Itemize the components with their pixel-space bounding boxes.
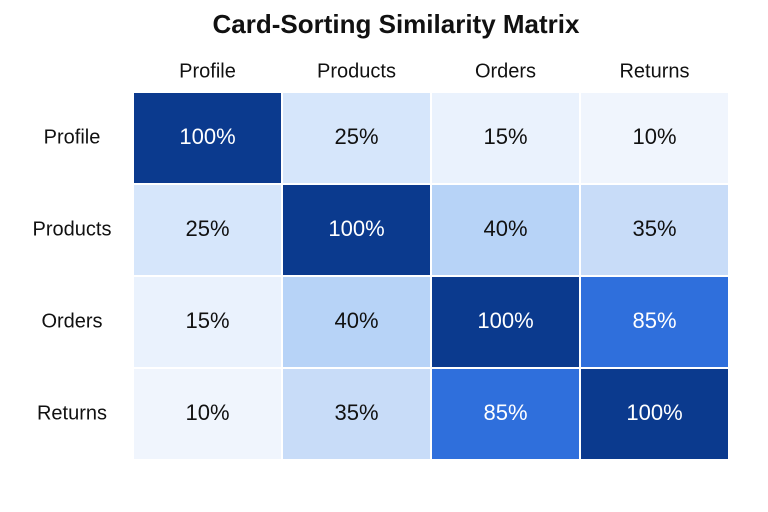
cell-label: 10%: [632, 124, 676, 149]
row-header: Orders: [41, 310, 102, 332]
heatmap-cell: [432, 93, 579, 183]
cell-label: 15%: [185, 308, 229, 333]
heatmap-cell: [432, 185, 579, 275]
chart-title: Card-Sorting Similarity Matrix: [213, 9, 580, 39]
heatmap-cell: [134, 277, 281, 367]
cell-label: 100%: [626, 400, 682, 425]
heatmap-cell: [283, 277, 430, 367]
cell-label: 100%: [477, 308, 533, 333]
heatmap-cell: [134, 93, 281, 183]
cell-label: 25%: [334, 124, 378, 149]
cell-label: 25%: [185, 216, 229, 241]
row-header: Returns: [37, 402, 107, 424]
heatmap-cell: [134, 369, 281, 459]
column-header: Returns: [619, 60, 689, 82]
cell-label: 40%: [483, 216, 527, 241]
heatmap-cell: [581, 93, 728, 183]
heatmap-cell: [432, 277, 579, 367]
heatmap-cell: [283, 93, 430, 183]
cell-label: 40%: [334, 308, 378, 333]
cell-label: 15%: [483, 124, 527, 149]
column-header: Orders: [475, 60, 536, 82]
row-header: Products: [33, 218, 112, 240]
row-header: Profile: [44, 126, 101, 148]
heatmap-cell: [581, 369, 728, 459]
column-header: Profile: [179, 60, 236, 82]
cell-label: 35%: [632, 216, 676, 241]
cell-label: 85%: [632, 308, 676, 333]
heatmap-cell: [581, 277, 728, 367]
cell-label: 100%: [179, 124, 235, 149]
cell-label: 85%: [483, 400, 527, 425]
cell-label: 35%: [334, 400, 378, 425]
cell-label: 10%: [185, 400, 229, 425]
heatmap-cell: [581, 185, 728, 275]
heatmap-cell: [283, 185, 430, 275]
heatmap-cell: [283, 369, 430, 459]
heatmap-cell: [134, 185, 281, 275]
heatmap-cell: [432, 369, 579, 459]
column-header: Products: [317, 60, 396, 82]
cell-label: 100%: [328, 216, 384, 241]
